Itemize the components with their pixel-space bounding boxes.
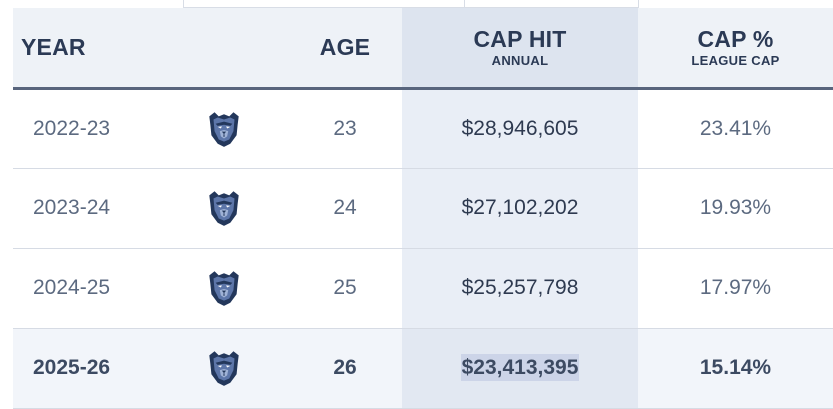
cell-age: 26	[288, 328, 402, 409]
grizzlies-logo-icon[interactable]	[203, 267, 245, 309]
cell-age: 25	[288, 248, 402, 329]
cell-year: 2023-24	[13, 168, 183, 249]
cell-cap-hit: $28,946,605	[402, 88, 638, 169]
cell-age: 23	[288, 88, 402, 169]
table-row-current: 2025-26 26 $23,413,395 15.14%	[13, 328, 833, 409]
cell-cap-pct: 17.97%	[638, 248, 833, 329]
tab[interactable]	[464, 0, 639, 8]
cell-team	[183, 88, 288, 169]
header-cap-pct-sublabel: LEAGUE CAP	[691, 52, 780, 68]
tab-strip	[0, 0, 833, 8]
table-header: YEAR AGE CAP HIT ANNUAL CAP % LEAGUE CAP	[13, 8, 833, 90]
cell-team	[183, 168, 288, 249]
header-cap-hit-label: CAP HIT	[473, 25, 567, 52]
cell-age: 24	[288, 168, 402, 249]
grizzlies-logo-icon[interactable]	[203, 108, 245, 150]
cell-cap-hit: $25,257,798	[402, 248, 638, 329]
cell-cap-pct: 23.41%	[638, 88, 833, 169]
header-cap-pct[interactable]: CAP % LEAGUE CAP	[638, 8, 833, 90]
header-team	[183, 8, 288, 90]
table-row: 2022-23 23 $28,946,605 23.41%	[13, 88, 833, 169]
header-year[interactable]: YEAR	[13, 8, 183, 90]
table-row: 2024-25 25 $25,257,798 17.97%	[13, 248, 833, 329]
header-cap-pct-label: CAP %	[697, 25, 774, 52]
table-row: 2023-24 24 $27,102,202 19.93%	[13, 168, 833, 249]
header-cap-hit-sublabel: ANNUAL	[491, 52, 549, 68]
header-row: YEAR AGE CAP HIT ANNUAL CAP % LEAGUE CAP	[13, 8, 833, 90]
cell-cap-hit: $23,413,395	[402, 328, 638, 409]
cell-year: 2024-25	[13, 248, 183, 329]
cell-cap-hit-highlight: $23,413,395	[460, 354, 580, 381]
table-body: 2022-23 23 $28,946,605 23.41% 2023-24 24…	[13, 88, 833, 409]
grizzlies-logo-icon[interactable]	[203, 187, 245, 229]
cell-cap-hit: $27,102,202	[402, 168, 638, 249]
cell-cap-pct: 15.14%	[638, 328, 833, 409]
cell-team	[183, 328, 288, 409]
tab[interactable]	[183, 0, 465, 8]
header-cap-hit[interactable]: CAP HIT ANNUAL	[402, 8, 638, 90]
contract-table: YEAR AGE CAP HIT ANNUAL CAP % LEAGUE CAP…	[13, 8, 833, 409]
cell-year: 2025-26	[13, 328, 183, 409]
cell-team	[183, 248, 288, 329]
grizzlies-logo-icon[interactable]	[203, 347, 245, 389]
cell-year: 2022-23	[13, 88, 183, 169]
cell-cap-pct: 19.93%	[638, 168, 833, 249]
header-age[interactable]: AGE	[288, 8, 402, 90]
